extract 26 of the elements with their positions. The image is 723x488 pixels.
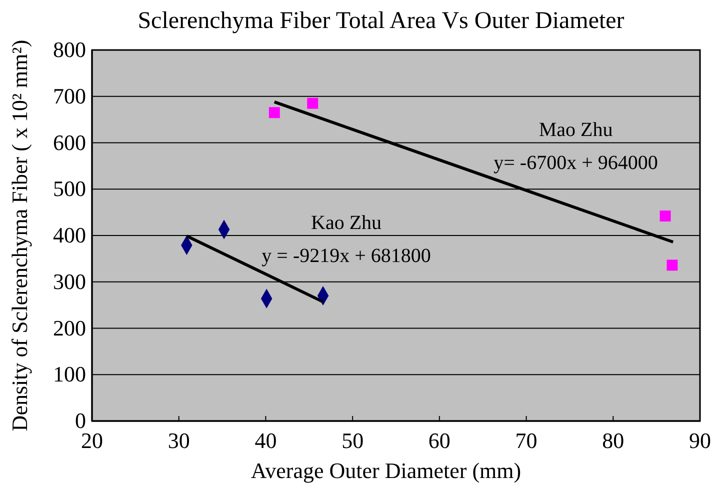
x-tick-label: 90 (689, 428, 711, 454)
y-tick-label: 600 (53, 130, 86, 155)
text: Mao Zhu (538, 118, 613, 141)
y-tick-label: 400 (53, 222, 86, 248)
annotation: y = -9219x + 681800 (262, 245, 431, 268)
y-tick-label: 800 (53, 37, 86, 62)
y-tick-label: 200 (53, 315, 86, 340)
point (268, 107, 280, 118)
y-tick-label: 700 (53, 83, 86, 108)
y-axis-title: Density of Sclerenchyma Fiber ( x 10² mm²) (7, 40, 32, 432)
point (660, 210, 671, 222)
y-tick-label: 300 (53, 268, 86, 294)
x-tick-label: 40 (254, 428, 277, 454)
x-axis-title: Average Outer Diameter (mm) (250, 458, 522, 483)
x-tick-label: 30 (168, 428, 190, 454)
x-tick-label: 70 (515, 428, 538, 454)
y-tick-label: 500 (53, 176, 86, 202)
point (307, 98, 318, 109)
x-tick-label: 60 (428, 428, 450, 454)
x-tick-label: 80 (602, 428, 624, 454)
x-tick-label: 50 (342, 428, 364, 454)
text: Kao Zhu (311, 212, 382, 234)
chart-title: Sclerenchyma Fiber Total Area Vs Outer Diameter (138, 8, 624, 34)
y-tick-label: 100 (53, 362, 86, 387)
point (666, 260, 678, 271)
annotation: y= -6700x + 964000 (494, 152, 658, 174)
